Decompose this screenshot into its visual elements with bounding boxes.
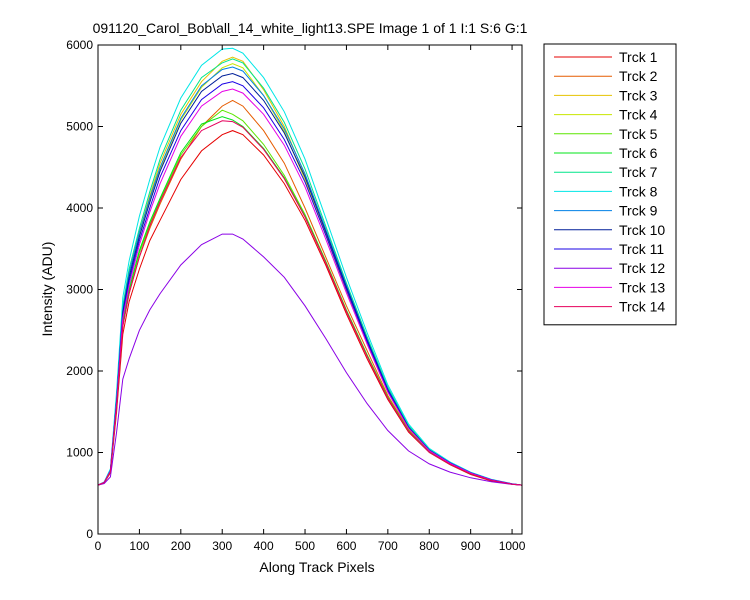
x-axis-label: Along Track Pixels <box>259 559 374 575</box>
x-tick-label: 0 <box>95 539 102 553</box>
x-tick-label: 500 <box>295 539 315 553</box>
legend-label-11: Trck 11 <box>619 241 664 257</box>
series-line-10 <box>97 72 523 486</box>
legend-label-13: Trck 13 <box>619 279 665 295</box>
y-tick-label: 0 <box>86 527 93 541</box>
legend-label-2: Trck 2 <box>619 68 658 84</box>
series-line-2 <box>97 99 523 486</box>
plot-frame <box>97 44 523 535</box>
legend-label-8: Trck 8 <box>619 183 658 199</box>
series-line-3 <box>97 56 523 486</box>
x-tick-label: 800 <box>419 539 439 553</box>
x-tick-label: 1000 <box>499 539 526 553</box>
plot-lines <box>97 47 523 486</box>
y-tick-label: 5000 <box>66 120 93 134</box>
legend-label-10: Trck 10 <box>619 222 665 238</box>
legend-label-3: Trck 3 <box>619 87 658 103</box>
legend-label-12: Trck 12 <box>619 260 665 276</box>
y-axis-ticks: 0 1000 2000 3000 4000 5000 6000 <box>66 38 522 541</box>
x-tick-label: 600 <box>336 539 356 553</box>
legend-label-4: Trck 4 <box>619 107 658 123</box>
y-tick-label: 3000 <box>66 283 93 297</box>
x-tick-label: 400 <box>254 539 274 553</box>
y-tick-label: 1000 <box>66 446 93 460</box>
legend-label-14: Trck 14 <box>619 299 665 315</box>
x-tick-label: 900 <box>461 539 481 553</box>
x-axis-ticks: 0 100 200 300 400 500 600 700 800 900 1000 <box>95 45 526 553</box>
y-tick-label: 6000 <box>66 38 93 52</box>
series-line-12 <box>97 233 523 486</box>
legend-box <box>543 43 677 326</box>
y-tick-label: 4000 <box>66 201 93 215</box>
x-tick-label: 300 <box>212 539 232 553</box>
legend: Trck 1 Trck 2 Trck 3 Trck 4 Trck 5 Trck 6 Trck… <box>543 43 677 326</box>
legend-label-5: Trck 5 <box>619 126 658 142</box>
x-tick-label: 100 <box>129 539 149 553</box>
y-axis-label: Intensity (ADU) <box>39 242 55 337</box>
legend-label-6: Trck 6 <box>619 145 658 161</box>
legend-label-9: Trck 9 <box>619 203 658 219</box>
series-line-13 <box>97 88 523 486</box>
series-line-7 <box>97 58 523 486</box>
x-tick-label: 200 <box>171 539 191 553</box>
series-line-9 <box>97 66 523 486</box>
x-tick-label: 700 <box>378 539 398 553</box>
chart-title: 091120_Carol_Bob\all_14_white_light13.SP… <box>93 20 528 36</box>
legend-label-7: Trck 7 <box>619 164 658 180</box>
series-line-14 <box>97 120 523 486</box>
series-line-8 <box>97 47 523 486</box>
y-tick-label: 2000 <box>66 364 93 378</box>
legend-label-1: Trck 1 <box>619 49 658 65</box>
series-line-4 <box>97 63 523 486</box>
